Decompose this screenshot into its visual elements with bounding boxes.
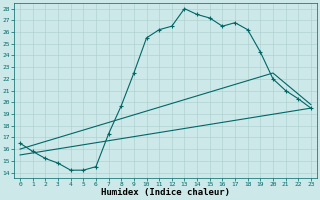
X-axis label: Humidex (Indice chaleur): Humidex (Indice chaleur) (101, 188, 230, 197)
